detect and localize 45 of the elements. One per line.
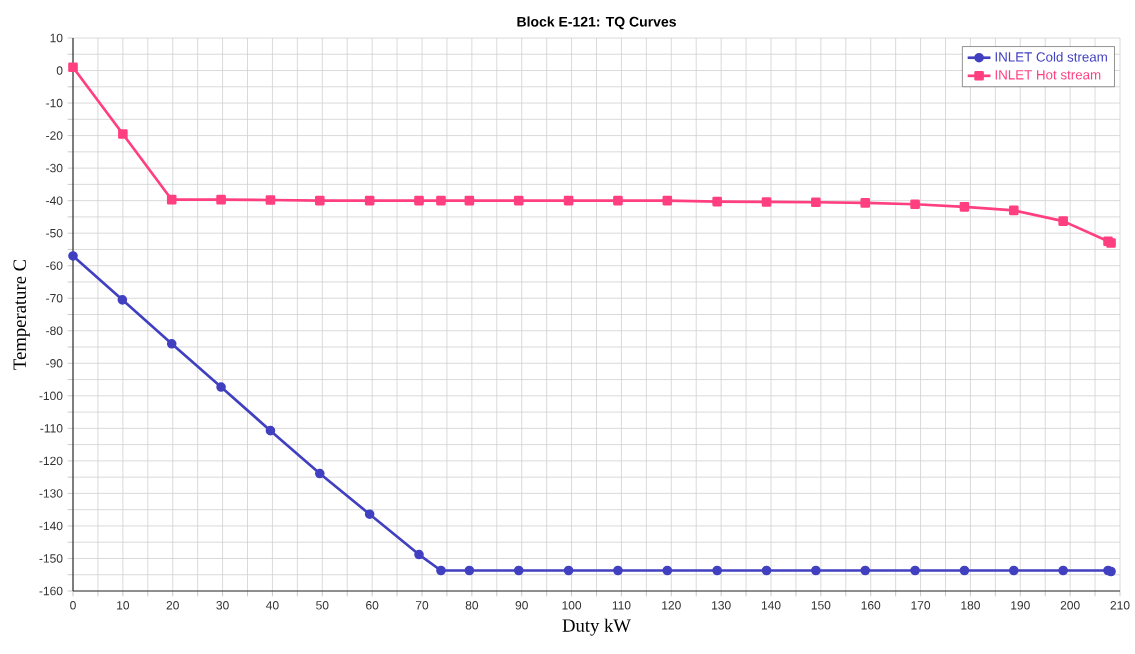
y-tick-label: -40 (46, 196, 63, 205)
y-tick-label: -90 (46, 359, 63, 368)
y-tick-label: -60 (46, 261, 63, 270)
y-tick-label: -20 (46, 131, 63, 140)
y-tick-label: -30 (46, 163, 63, 173)
y-tick-label: 0 (56, 66, 63, 75)
x-tick-label: 140 (761, 601, 781, 610)
x-tick-label: 200 (1060, 601, 1080, 610)
y-tick-label: -50 (46, 228, 63, 238)
y-tick-label: -100 (39, 391, 63, 401)
x-tick-label: 30 (216, 601, 229, 610)
x-tick-label: 70 (415, 601, 429, 610)
y-tick-label: -140 (39, 521, 63, 531)
x-tick-label: 170 (911, 601, 931, 610)
x-tick-label: 210 (1110, 601, 1130, 610)
x-tick-label: 100 (562, 601, 582, 610)
y-tick-label: -70 (46, 293, 63, 303)
x-tick-label: 180 (961, 601, 980, 610)
legend-label: INLET Cold stream (995, 51, 1107, 62)
x-tick-label: 50 (316, 601, 329, 610)
x-axis-title: Duty kW (562, 618, 631, 636)
y-tick-label: -110 (40, 424, 63, 433)
y-tick-label: -80 (46, 326, 63, 336)
y-tick-label: 10 (50, 33, 63, 43)
x-tick-label: 10 (117, 601, 130, 610)
legend-label: INLET Hot stream (995, 70, 1101, 80)
y-tick-label: -130 (39, 489, 63, 498)
x-tick-label: 120 (662, 601, 681, 610)
x-tick-label: 90 (515, 601, 528, 610)
y-tick-label: -120 (39, 456, 63, 466)
x-tick-label: 150 (811, 601, 831, 610)
y-axis-title: Temperature C (13, 259, 30, 370)
x-tick-label: 80 (465, 601, 479, 610)
x-tick-label: 160 (861, 601, 881, 610)
x-tick-label: 190 (1011, 601, 1030, 610)
x-tick-label: 0 (70, 601, 76, 610)
chart-title: Block E-121: TQ Curves (517, 16, 676, 30)
y-tick-label: -150 (39, 554, 63, 563)
x-tick-label: 20 (166, 601, 179, 610)
x-tick-label: 130 (712, 601, 731, 610)
y-tick-label: -160 (39, 586, 63, 596)
x-tick-label: 60 (366, 601, 379, 610)
y-tick-label: -10 (46, 98, 63, 108)
x-tick-label: 40 (266, 601, 279, 610)
x-tick-label: 110 (612, 601, 631, 610)
